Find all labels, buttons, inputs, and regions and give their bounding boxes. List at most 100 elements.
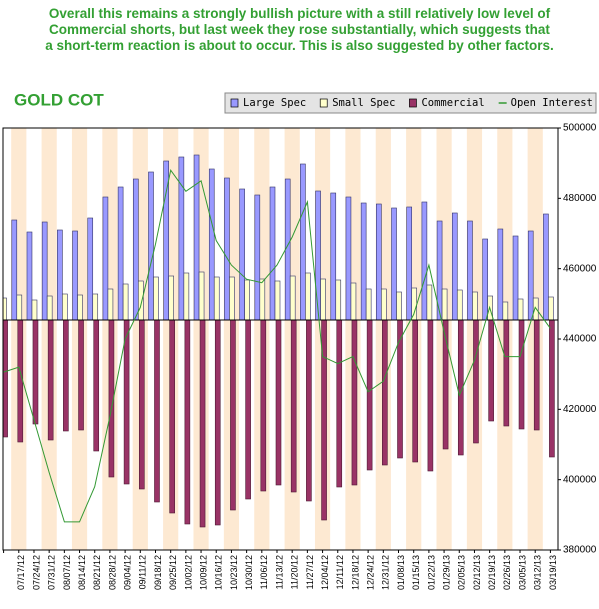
x-tick-label: 09/11/12 xyxy=(138,555,148,589)
bar xyxy=(102,196,109,321)
x-tick-label: 12/04/12 xyxy=(320,555,330,590)
bar xyxy=(451,212,458,321)
bar xyxy=(77,294,83,321)
x-tick-label: 10/23/12 xyxy=(229,555,239,590)
bar xyxy=(381,288,387,321)
bar xyxy=(154,319,160,503)
legend-label: Open Interest xyxy=(511,97,593,109)
x-tick-label: 11/20/12 xyxy=(290,555,300,589)
bar xyxy=(467,220,473,321)
legend-label: Commercial xyxy=(421,97,484,109)
bar xyxy=(335,279,342,321)
bar xyxy=(213,276,220,321)
bar xyxy=(244,279,250,321)
bar xyxy=(254,194,261,321)
x-tick-label: 01/22/13 xyxy=(426,555,436,590)
bar xyxy=(168,275,174,321)
bar xyxy=(473,319,479,444)
x-tick-label: 11/13/12 xyxy=(274,555,284,589)
bar xyxy=(503,319,510,427)
bar xyxy=(376,203,382,321)
y2-tick-label: 380000 xyxy=(563,545,597,556)
bar xyxy=(518,319,525,430)
bar xyxy=(169,319,175,514)
bar xyxy=(93,319,100,452)
chart-title: GOLD COT xyxy=(14,90,104,109)
bar xyxy=(396,291,402,321)
x-tick-label: 03/12/13 xyxy=(533,555,543,590)
bar xyxy=(527,230,534,321)
line xyxy=(3,168,551,523)
bar xyxy=(41,221,48,321)
bar xyxy=(16,294,23,321)
bar xyxy=(47,319,54,441)
bar xyxy=(512,235,519,321)
bar xyxy=(421,201,428,321)
legend-swatch xyxy=(319,98,328,108)
bar xyxy=(72,230,78,321)
bar xyxy=(382,319,388,466)
bar xyxy=(92,293,99,321)
bar xyxy=(208,168,215,321)
bar xyxy=(153,276,159,321)
y2-tick-label: 500000 xyxy=(563,123,597,134)
bar xyxy=(57,229,63,321)
y2-tick-label: 420000 xyxy=(563,404,597,415)
bar xyxy=(306,319,312,502)
bar xyxy=(289,275,296,321)
x-tick-label: 10/16/12 xyxy=(214,555,224,590)
x-tick-label: 08/28/12 xyxy=(107,555,117,590)
x-tick-label: 07/31/12 xyxy=(47,555,57,590)
bar xyxy=(426,284,433,321)
bar xyxy=(482,238,488,321)
x-tick-label: 08/07/12 xyxy=(62,555,72,590)
bar xyxy=(148,171,154,321)
bar xyxy=(62,293,68,321)
bar xyxy=(351,319,358,486)
bar xyxy=(46,295,53,321)
bar xyxy=(406,206,413,321)
x-tick-label: 08/21/12 xyxy=(92,555,102,590)
bar xyxy=(0,222,2,320)
y2-tick-label: 460000 xyxy=(563,263,597,274)
bar xyxy=(193,154,200,321)
annotation: Overall this remains a strongly bullish … xyxy=(48,6,551,21)
bar xyxy=(183,272,190,321)
x-tick-label: 03/19/13 xyxy=(548,555,558,590)
bar xyxy=(260,319,267,492)
bar xyxy=(214,319,221,526)
y2-tick-label: 400000 xyxy=(563,474,597,485)
bar xyxy=(456,289,463,321)
bar xyxy=(63,319,69,432)
annotation: Commercial shorts, but last week they ro… xyxy=(49,22,550,37)
x-tick-label: 01/29/13 xyxy=(441,555,451,590)
bar xyxy=(78,319,84,431)
bar xyxy=(274,280,281,321)
bar xyxy=(300,163,306,321)
bar xyxy=(31,299,38,321)
x-tick-label: 10/30/12 xyxy=(244,555,254,590)
bar xyxy=(488,319,494,422)
bar xyxy=(350,282,357,321)
bar xyxy=(87,217,94,321)
x-tick-label: 07/24/12 xyxy=(31,555,41,590)
x-tick-label: 02/12/13 xyxy=(472,555,482,590)
bar xyxy=(3,297,7,321)
x-tick-label: 07/17/12 xyxy=(16,555,26,590)
x-tick-label: 10/09/12 xyxy=(198,555,208,590)
x-tick-label: 12/18/12 xyxy=(350,555,360,590)
legend-swatch xyxy=(409,98,417,108)
x-tick-label: 02/26/13 xyxy=(502,555,512,590)
x-tick-label: 02/05/13 xyxy=(457,555,467,590)
bar xyxy=(137,280,144,321)
bar xyxy=(533,319,540,431)
bar xyxy=(230,319,236,511)
annotation: a short-term reaction is about to occur.… xyxy=(45,38,554,53)
bar xyxy=(290,319,297,493)
bar xyxy=(122,283,129,321)
x-tick-label: 03/05/13 xyxy=(517,555,527,590)
x-tick-label: 12/24/12 xyxy=(365,555,375,590)
x-tick-label: 01/08/13 xyxy=(396,555,406,590)
x-tick-label: 02/19/13 xyxy=(487,555,497,590)
